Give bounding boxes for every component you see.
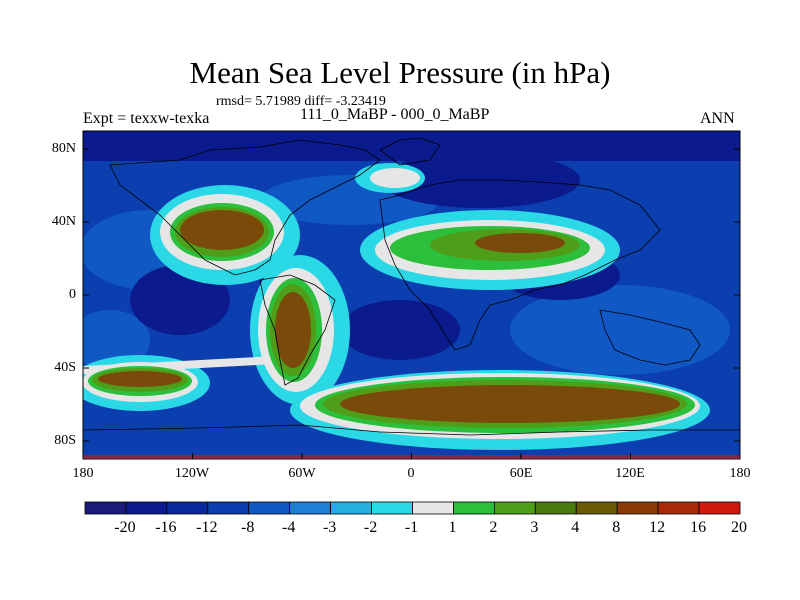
y-tick-label: 80S (36, 433, 76, 449)
colorbar-label: 12 (637, 519, 677, 537)
colorbar-label: -20 (105, 519, 145, 537)
colorbar-label: -4 (269, 519, 309, 537)
colorbar-label: -2 (351, 519, 391, 537)
map-field (70, 131, 740, 459)
colorbar-box (453, 502, 494, 514)
colorbar-box (699, 502, 740, 514)
colorbar-box (617, 502, 658, 514)
colorbar-label: -3 (310, 519, 350, 537)
colorbar-label: 16 (678, 519, 718, 537)
colorbar-label: 1 (432, 519, 472, 537)
colorbar-label: 8 (596, 519, 636, 537)
colorbar-label: -12 (187, 519, 227, 537)
y-tick-label: 0 (36, 287, 76, 303)
colorbar-box (535, 502, 576, 514)
x-tick-label: 60W (272, 466, 332, 482)
y-tick-label: 80N (36, 141, 76, 157)
colorbar (85, 502, 740, 514)
colorbar-label: -1 (392, 519, 432, 537)
y-tick-label: 40N (36, 214, 76, 230)
colorbar-box (167, 502, 208, 514)
x-tick-label: 120E (600, 466, 660, 482)
colorbar-box (85, 502, 126, 514)
colorbar-label: 4 (555, 519, 595, 537)
x-tick-label: 180 (53, 466, 113, 482)
y-tick-label: 40S (36, 360, 76, 376)
x-tick-label: 120W (162, 466, 222, 482)
colorbar-label: 20 (719, 519, 759, 537)
colorbar-box (290, 502, 331, 514)
colorbar-box (249, 502, 290, 514)
map-figure (0, 0, 800, 600)
x-tick-label: 0 (381, 466, 441, 482)
colorbar-box (208, 502, 249, 514)
colorbar-label: -8 (228, 519, 268, 537)
colorbar-box (658, 502, 699, 514)
colorbar-box (494, 502, 535, 514)
colorbar-box (372, 502, 413, 514)
colorbar-box (576, 502, 617, 514)
colorbar-box (331, 502, 372, 514)
colorbar-label: -16 (146, 519, 186, 537)
north-polar-band (83, 131, 740, 161)
x-tick-label: 60E (491, 466, 551, 482)
colorbar-label: 3 (514, 519, 554, 537)
colorbar-box (126, 502, 167, 514)
colorbar-label: 2 (473, 519, 513, 537)
x-tick-label: 180 (710, 466, 770, 482)
colorbar-box (413, 502, 454, 514)
